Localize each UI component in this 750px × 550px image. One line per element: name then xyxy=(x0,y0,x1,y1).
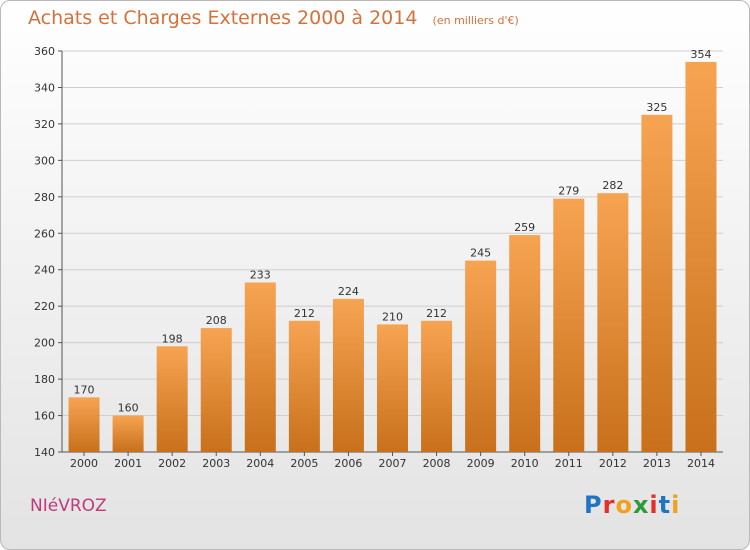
value-label-2014: 354 xyxy=(690,48,711,61)
value-label-2005: 212 xyxy=(294,307,315,320)
value-label-2004: 233 xyxy=(250,268,271,281)
y-tick-label: 160 xyxy=(34,410,55,423)
value-label-2006: 224 xyxy=(338,285,359,298)
x-tick-label-2014: 2014 xyxy=(687,457,715,470)
bar-2004 xyxy=(244,282,276,452)
logo-letter: i xyxy=(671,491,681,519)
bar-2007 xyxy=(377,324,408,452)
logo-letter: P xyxy=(584,491,603,519)
logo-letter: i xyxy=(649,491,659,519)
value-label-2010: 259 xyxy=(514,221,535,234)
x-tick-label-2006: 2006 xyxy=(334,457,362,470)
chart-title: Achats et Charges Externes 2000 à 2014 (… xyxy=(28,7,519,29)
value-label-2003: 208 xyxy=(206,314,227,327)
y-tick-label: 260 xyxy=(34,227,55,240)
y-tick-label: 220 xyxy=(34,300,55,313)
y-tick-label: 140 xyxy=(34,446,55,459)
bar-2009 xyxy=(465,260,497,452)
bar-2000 xyxy=(68,397,100,452)
x-tick-label-2013: 2013 xyxy=(643,457,671,470)
y-tick-label: 240 xyxy=(34,264,55,277)
y-tick-label: 280 xyxy=(34,191,55,204)
logo-letter: t xyxy=(658,491,672,519)
y-tick-label: 200 xyxy=(34,337,55,350)
logo-letter: r xyxy=(602,491,616,519)
x-tick-label-2005: 2005 xyxy=(290,457,318,470)
commune-name: NIéVROZ xyxy=(30,496,107,516)
value-labels: 170 160 198 208 233 212 224 210 212 245 259 279 282 3… xyxy=(74,48,712,415)
y-tick-labels: 140 160 180 200 220 240 260 280 300 320 340 360 xyxy=(34,45,55,459)
x-tick-label-2002: 2002 xyxy=(158,457,186,470)
y-tick-label: 340 xyxy=(34,81,55,94)
chart-title-main: Achats et Charges Externes 2000 à 2014 xyxy=(28,7,418,29)
bar-2002 xyxy=(156,346,188,452)
bar-2014 xyxy=(685,61,717,452)
value-label-2008: 212 xyxy=(426,307,447,320)
bar-2013 xyxy=(641,114,673,452)
bars xyxy=(68,61,717,452)
x-tick-label-2012: 2012 xyxy=(599,457,627,470)
bar-2012 xyxy=(597,193,629,452)
bar-2011 xyxy=(553,198,585,452)
value-label-2002: 198 xyxy=(162,332,183,345)
logo-letter: o xyxy=(615,491,633,519)
bar-2006 xyxy=(332,298,364,452)
y-tick-label: 300 xyxy=(34,154,55,167)
value-label-2011: 279 xyxy=(558,185,579,198)
bar-2001 xyxy=(112,415,144,452)
x-tick-label-2009: 2009 xyxy=(467,457,495,470)
value-label-2007: 210 xyxy=(382,310,403,323)
x-tick-label-2007: 2007 xyxy=(379,457,407,470)
x-tick-label-2008: 2008 xyxy=(423,457,451,470)
bar-2003 xyxy=(200,328,232,452)
y-tick-label: 360 xyxy=(34,45,55,58)
bar-2008 xyxy=(421,320,453,452)
x-tick-label-2010: 2010 xyxy=(511,457,539,470)
x-tick-label-2003: 2003 xyxy=(202,457,230,470)
x-tick-label-2004: 2004 xyxy=(246,457,274,470)
proxiti-logo: Proxiti xyxy=(584,491,680,519)
value-label-2013: 325 xyxy=(646,101,667,114)
x-tick-label-2001: 2001 xyxy=(114,457,142,470)
bar-2010 xyxy=(509,235,541,452)
value-label-2001: 160 xyxy=(118,402,139,415)
x-tick-label-2000: 2000 xyxy=(70,457,98,470)
x-tick-label-2011: 2011 xyxy=(555,457,583,470)
logo-letter: x xyxy=(632,491,650,519)
value-label-2012: 282 xyxy=(602,179,623,192)
y-tick-label: 180 xyxy=(34,373,55,386)
value-label-2009: 245 xyxy=(470,247,491,260)
chart-title-unit: (en milliers d'€) xyxy=(432,14,519,27)
x-tick-labels: 2000 2001 2002 2003 2004 2005 2006 2007 2008 2009… xyxy=(70,457,715,470)
bar-2005 xyxy=(288,320,320,452)
value-label-2000: 170 xyxy=(74,383,95,396)
y-tick-label: 320 xyxy=(34,118,55,131)
